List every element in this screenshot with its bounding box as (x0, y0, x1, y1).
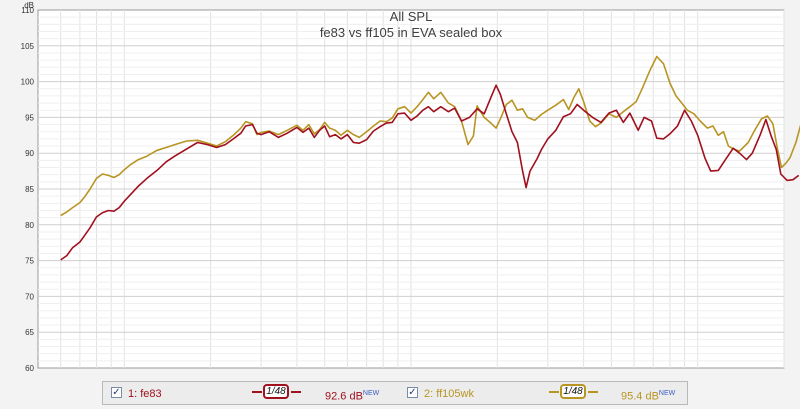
y-axis-label: dB (24, 1, 34, 10)
legend-label-ff105wk: 2: ff105wk (424, 388, 474, 400)
legend-value-fe83: 92.6 dBNEW (325, 386, 380, 403)
checkbox-fe83[interactable]: ✓ (111, 387, 122, 398)
smoothing-button-ff105wk[interactable]: 1/48 (560, 384, 586, 399)
level-value-fe83: 92.6 dB (325, 390, 363, 403)
spl-chart-svg: 6065707580859095100105110dB6070809010020… (21, 1, 800, 372)
y-tick-label: 65 (25, 328, 34, 337)
smoothing-button-fe83[interactable]: 1/48 (263, 384, 289, 399)
y-tick-label: 70 (25, 292, 34, 301)
y-tick-label: 90 (25, 149, 34, 158)
y-tick-label: 110 (21, 6, 34, 15)
chart-subtitle: fe83 vs ff105 in EVA sealed box (320, 25, 503, 40)
new-badge-fe83: NEW (362, 390, 380, 397)
legend-bar: ✓ 1: fe83 1/48 92.6 dBNEW ✓ 2: ff105wk 1… (102, 381, 688, 405)
new-badge-ff105wk: NEW (658, 390, 676, 397)
smoothing-line-fe83 (252, 391, 262, 393)
y-tick-label: 80 (25, 221, 34, 230)
series-line-ff105wk (60, 55, 800, 217)
y-tick-label: 95 (25, 113, 34, 122)
legend-value-ff105wk: 95.4 dBNEW (621, 386, 676, 403)
smoothing-line-ff105wk (549, 391, 559, 393)
chart-title: All SPL (390, 9, 433, 24)
smoothing-line-ff105wk-right (588, 391, 598, 393)
smoothing-line-fe83-right (291, 391, 301, 393)
y-tick-label: 85 (25, 185, 34, 194)
legend-label-fe83: 1: fe83 (128, 388, 162, 400)
series-line-fe83 (60, 84, 800, 261)
y-tick-label: 100 (21, 78, 35, 87)
checkbox-ff105wk[interactable]: ✓ (407, 387, 418, 398)
spl-chart: 6065707580859095100105110dB6070809010020… (21, 1, 800, 372)
y-tick-label: 105 (21, 42, 35, 51)
y-tick-label: 75 (25, 257, 34, 266)
level-value-ff105wk: 95.4 dB (621, 390, 659, 403)
y-tick-label: 60 (25, 364, 34, 372)
